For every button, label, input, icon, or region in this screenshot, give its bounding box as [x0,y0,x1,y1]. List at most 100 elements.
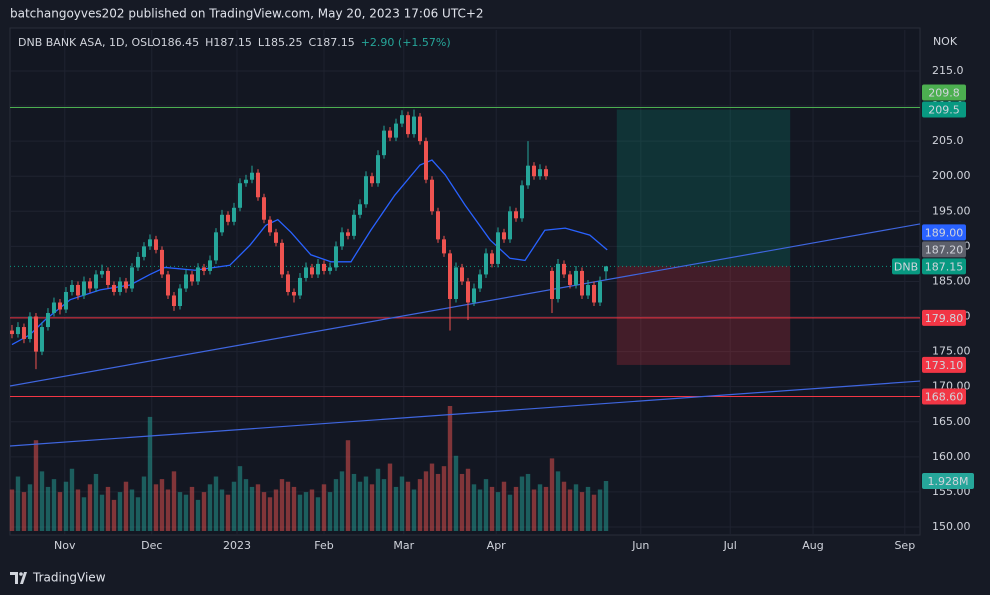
price-label: 209.8 [928,87,960,100]
volume-bar [147,416,153,531]
volume-bar [357,481,363,531]
price-label: 168.60 [925,391,964,404]
price-label: 209.5 [928,104,960,117]
y-tick-label: 175.00 [932,345,971,358]
candle-body [490,253,495,264]
candle-body [357,204,362,215]
volume-bar [429,463,435,531]
volume-bar [189,486,195,531]
volume-bar [75,489,81,531]
volume-bar [33,440,39,531]
price-label-box [922,356,966,373]
y-tick-label: 185.00 [932,274,971,287]
volume-bar [555,471,561,531]
price-label-box [922,224,966,241]
volume-bar [249,486,255,531]
volume-label: 1.928M [928,475,969,488]
candle-body [177,288,182,307]
candle-body [435,211,440,240]
candle-body [159,249,164,275]
candle-body [604,266,609,272]
volume-bar [375,468,381,531]
volume-bar [57,492,63,531]
candle-body [45,313,50,328]
volume-bar [603,481,609,531]
brand: TradingView [32,571,106,585]
candle-body [99,270,104,275]
candle-body [249,172,254,180]
volume-bar [369,484,375,531]
y-tick-label: 215.0 [932,64,964,77]
candle-body [369,176,374,184]
volume-bar [501,481,507,531]
candle-body [327,267,332,271]
volume-bar [441,466,447,531]
volume-bar [459,473,465,531]
volume-bar [387,463,393,531]
volume-bar [111,499,117,531]
candle-body [273,232,278,243]
legend-value: O186.45 [152,36,199,49]
candle-body [87,281,92,289]
candle-body [39,327,44,352]
candle-body [441,239,446,254]
volume-bar [123,481,129,531]
candle-body [544,169,549,177]
candle-body [243,179,248,184]
volume-bar [315,497,321,531]
publish-line: batchangoyves202 published on TradingVie… [10,7,484,21]
legend-value: H187.15 [205,36,252,49]
volume-bar [63,481,69,531]
price-label-box [922,101,966,118]
volume-bar [207,484,213,531]
candle-body [303,267,308,278]
candle-body [57,302,62,310]
volume-bar [309,489,315,531]
candle-body [472,288,477,303]
volume-bar [261,492,267,531]
volume-bar [561,481,567,531]
candle-body [225,214,230,222]
y-tick-label: 205.0 [932,134,964,147]
volume-bar [591,494,597,531]
volume-bar [597,489,603,531]
volume-bar [183,494,189,531]
price-label-box [922,388,966,405]
candle-body [339,232,344,247]
candle-body [63,291,68,310]
volume-bar [423,471,429,531]
y-tick-label: 150.00 [932,520,971,533]
brand-logo [10,572,27,584]
trendline [9,223,921,387]
volume-bar [573,484,579,531]
candle-body [297,277,302,296]
volume-bar [21,492,27,531]
candle-body [321,263,326,271]
volume-bar [219,489,225,531]
target-zone [616,109,791,267]
volume-bar [39,471,45,531]
ohlc-legend: O186.45 H187.15 L185.25 C187.15 +2.90 (+1.57… [152,36,451,49]
price-label: 187.20 [925,243,964,256]
candle-body [417,116,422,142]
candle-body [81,281,86,296]
candle-body [459,267,464,282]
candle-body [550,270,555,299]
candle-body [574,270,579,285]
candle-body [129,267,134,289]
volume-bar [417,479,423,531]
volume-bar [291,486,297,531]
candle-body [429,179,434,212]
candle-body [195,267,200,282]
x-tick-label: Jun [631,539,649,552]
candle-body [135,256,140,268]
price-label-box [922,84,966,101]
grid [10,30,920,535]
candle-body [147,239,152,247]
candle-body [183,274,188,289]
x-tick-label: Sep [894,539,915,552]
candle-body [15,327,20,335]
candle-body [231,207,236,222]
stop-zone [616,266,791,365]
volume-bar [105,486,111,531]
